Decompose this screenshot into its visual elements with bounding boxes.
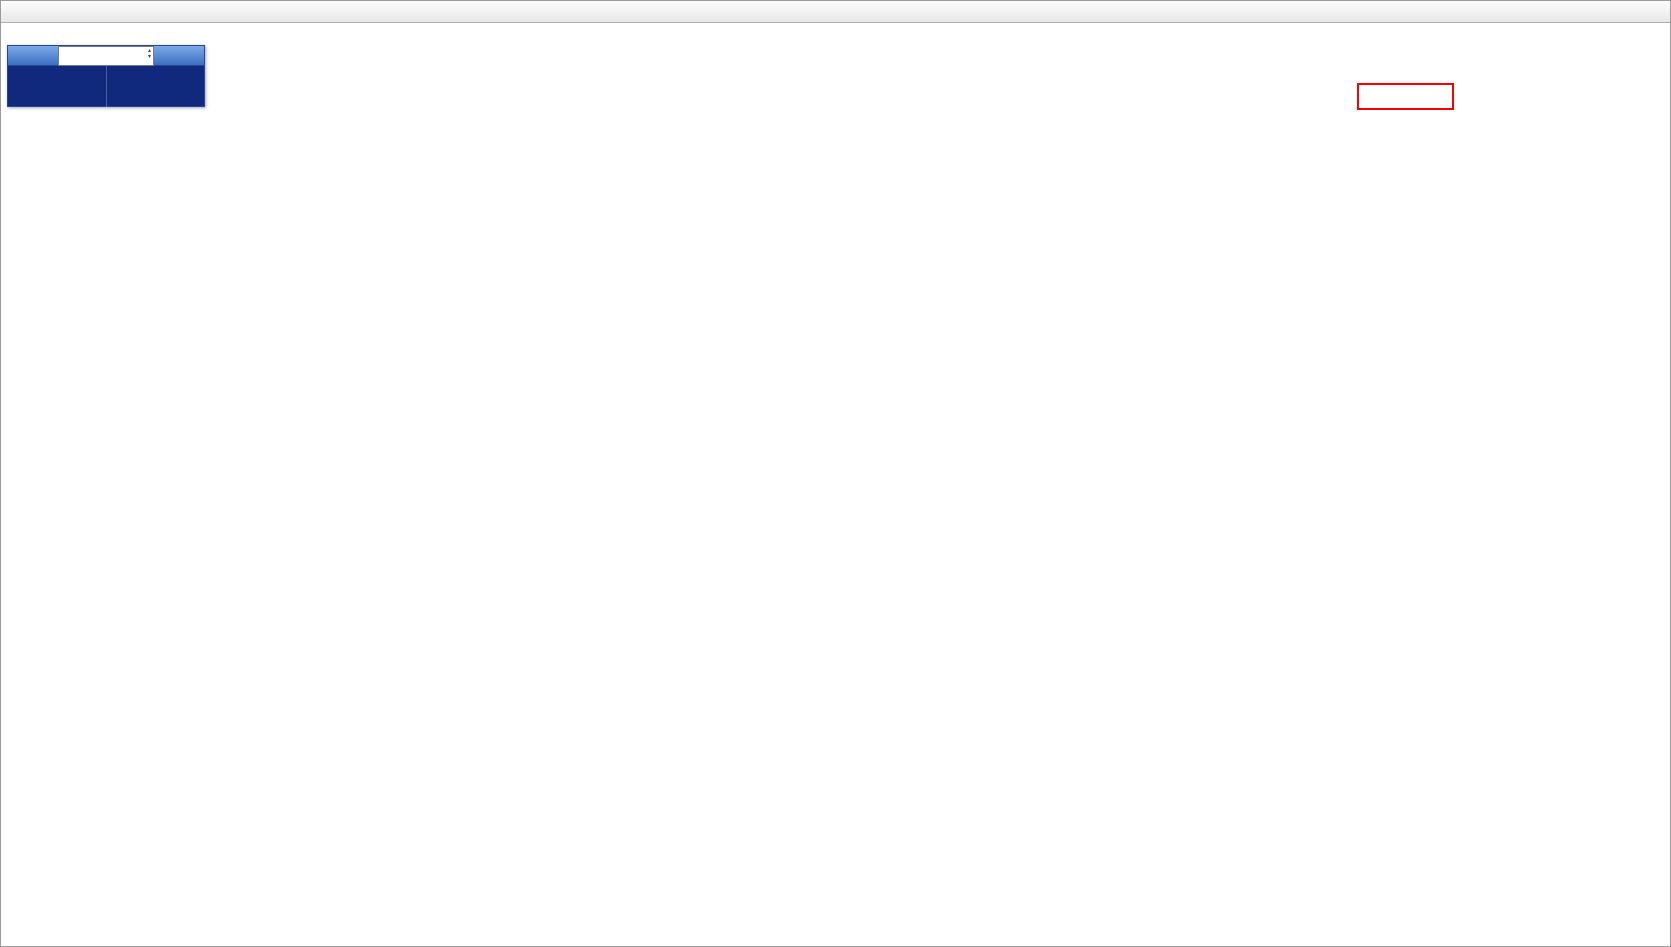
one-click-trading-panel: ▴ ▾ [7,45,205,107]
toolbar [1,1,1670,23]
sell-button[interactable] [8,46,58,66]
sell-price[interactable] [8,66,106,107]
volume-down-icon[interactable]: ▾ [147,54,151,60]
price-annotation-box[interactable] [1357,83,1454,110]
buy-button[interactable] [154,46,204,66]
buy-price[interactable] [105,66,205,107]
volume-up-icon[interactable]: ▴ [147,48,151,54]
chart-ohlc-header [16,27,22,38]
volume-stepper[interactable]: ▴ ▾ [148,48,151,60]
volume-input[interactable]: ▴ ▾ [58,46,154,66]
